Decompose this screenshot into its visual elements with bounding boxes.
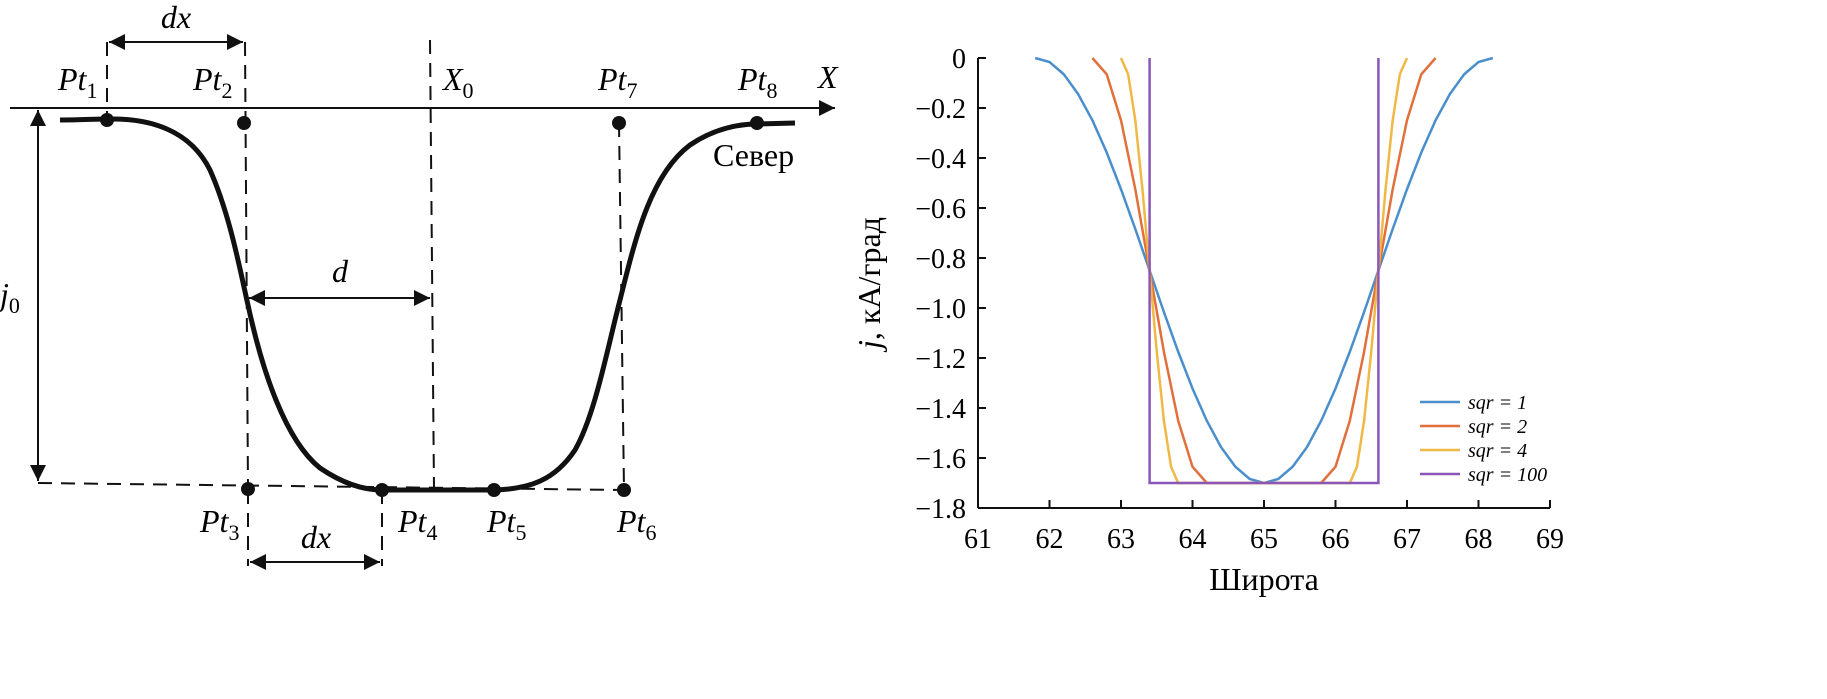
point-label-base: Pt: [192, 61, 223, 97]
x-tick-label: 64: [1179, 524, 1207, 555]
x-tick-label: 63: [1107, 524, 1135, 555]
center-label-base: X: [441, 61, 464, 97]
y-tick-label: −1.2: [915, 344, 966, 375]
series-line: [1148, 58, 1380, 485]
dimension-label: dx: [301, 519, 331, 555]
x-tick-label: 67: [1393, 524, 1421, 555]
legend-label: sqr = 100: [1468, 464, 1547, 486]
point-label: Pt1: [57, 61, 97, 103]
point-label-sub: 3: [228, 520, 239, 545]
point-label-sub: 1: [86, 78, 97, 103]
point-label-base: Pt: [397, 503, 428, 539]
x-axis-label: Широта: [1209, 561, 1319, 597]
guide: [618, 122, 625, 491]
point: [100, 113, 114, 127]
amplitude-label: j0: [0, 276, 20, 318]
series-line: [1034, 56, 1494, 485]
y-tick-label: −0.2: [915, 94, 966, 125]
x-tick-label: 66: [1322, 524, 1350, 555]
point-label: Pt5: [486, 503, 526, 545]
point-label: Pt2: [192, 61, 232, 103]
point: [612, 116, 626, 130]
y-tick-label: −1.0: [915, 294, 966, 325]
point-label: Pt8: [737, 61, 777, 103]
chart: 0 −0.2 −0.4 −0.6 −0.8 −1.0 −1.2 −1.4 −1.6 −1.861 6…: [851, 44, 1564, 597]
x-tick-label: 61: [964, 524, 992, 555]
point-label-base: Pt: [57, 61, 88, 97]
guide: [429, 39, 435, 491]
point: [750, 116, 764, 130]
point-label-sub: 8: [766, 78, 777, 103]
point: [375, 483, 389, 497]
x-tick-label: 65: [1250, 524, 1278, 555]
point: [487, 483, 501, 497]
y-tick-label: −0.8: [915, 244, 966, 275]
point-label: Pt6: [616, 503, 656, 545]
y-axis-label-italic: j: [851, 340, 887, 353]
axis-label: X: [816, 59, 839, 95]
series-line: [1091, 57, 1437, 485]
x-tick-label: 69: [1536, 524, 1564, 555]
y-tick-label: −1.8: [915, 494, 966, 525]
point: [237, 116, 251, 130]
guide: [244, 41, 249, 491]
point-label-sub: 6: [645, 520, 656, 545]
y-tick-label: −1.4: [915, 394, 966, 425]
amplitude-label-sub: 0: [9, 293, 20, 318]
point-label-base: Pt: [486, 503, 517, 539]
y-tick-label: −0.4: [915, 144, 966, 175]
y-axis-label: j, кА/град: [851, 217, 887, 353]
side-label: Север: [713, 137, 794, 173]
y-tick-label: 0: [952, 44, 966, 75]
legend-label: sqr = 1: [1468, 392, 1527, 414]
legend-label: sqr = 4: [1468, 440, 1527, 462]
x-tick-label: 62: [1036, 524, 1064, 555]
amplitude-label-base: j: [0, 276, 9, 312]
center-label: X0: [441, 61, 474, 103]
dimension-label: d: [332, 253, 349, 289]
series-line: [1119, 57, 1409, 485]
y-tick-label: −0.6: [915, 194, 966, 225]
point-label-sub: 2: [221, 78, 232, 103]
point-label-base: Pt: [737, 61, 768, 97]
guide: [37, 482, 625, 491]
point-label-base: Pt: [616, 503, 647, 539]
point: [241, 482, 255, 496]
point-label-base: Pt: [199, 503, 230, 539]
point-label: Pt4: [397, 503, 437, 545]
point-label-sub: 4: [426, 520, 437, 545]
point-label-sub: 7: [626, 78, 637, 103]
y-axis-label-rest: , кА/град: [851, 217, 887, 340]
point-label: Pt7: [597, 61, 637, 103]
profile-curve: [59, 116, 796, 493]
point-label: Pt3: [199, 503, 239, 545]
x-tick-label: 68: [1465, 524, 1493, 555]
dimension-label: dx: [161, 0, 191, 35]
point-label-base: Pt: [597, 61, 628, 97]
center-label-sub: 0: [463, 78, 474, 103]
point: [617, 483, 631, 497]
y-tick-label: −1.6: [915, 444, 966, 475]
point-label-sub: 5: [515, 520, 526, 545]
legend-label: sqr = 2: [1468, 416, 1527, 438]
